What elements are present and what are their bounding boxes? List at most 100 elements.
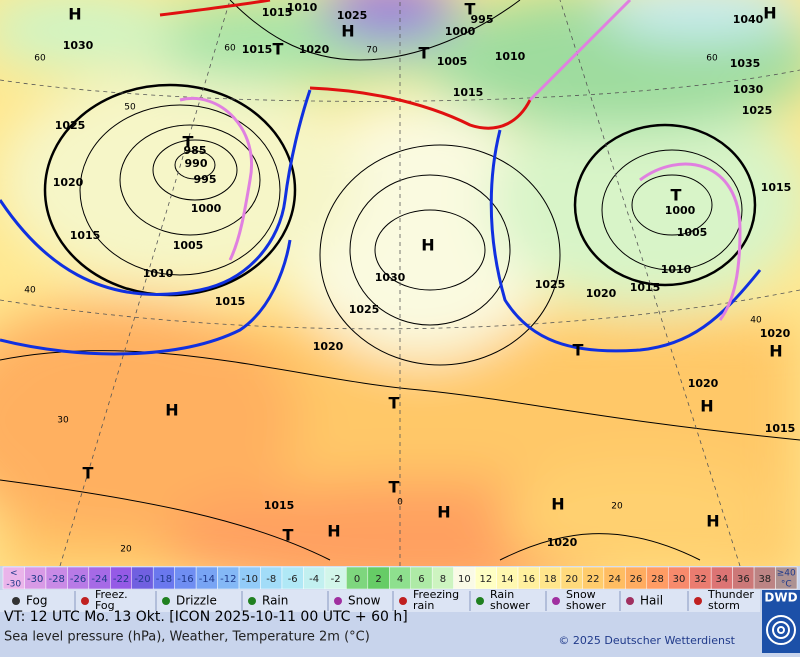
weather-icon xyxy=(626,597,634,605)
isobar-label: 1020 xyxy=(760,327,791,340)
scale-label: 38 xyxy=(758,574,771,585)
pressure-center: T xyxy=(419,44,430,63)
weather-label: shower xyxy=(566,599,606,612)
weather-label: Rain xyxy=(490,588,514,601)
weather-label: Thunder xyxy=(707,588,754,601)
isobar-label: 1015 xyxy=(761,181,792,194)
isobar-label: 1025 xyxy=(337,9,368,22)
isobar-label: 1020 xyxy=(547,536,578,549)
pressure-center: H xyxy=(165,401,178,420)
isobar-label: 995 xyxy=(471,13,494,26)
scale-label: -22 xyxy=(113,574,129,585)
scale-label: 2 xyxy=(375,574,381,585)
isobar-label: 985 xyxy=(184,144,207,157)
copyright: © 2025 Deutscher Wetterdienst xyxy=(558,634,735,647)
weather-icon xyxy=(399,597,407,605)
isotherm-label: 20 xyxy=(120,545,132,555)
pressure-center: T xyxy=(273,40,284,59)
isobar-label: 1015 xyxy=(215,295,246,308)
temperature-scale: <-30 -30 -28 -26 -24 -22 -20 -18 -16 -14 -12 -10 -8-… xyxy=(2,566,798,590)
isobar-label: 1020 xyxy=(688,377,719,390)
scale-label: 20 xyxy=(565,574,578,585)
isobar-label: 995 xyxy=(194,173,217,186)
isobar-label: 1015 xyxy=(262,6,293,19)
isobar-label: 1000 xyxy=(445,25,476,38)
weather-label: storm xyxy=(708,599,740,612)
weather-label: Fog xyxy=(95,599,115,612)
scale-label: °C xyxy=(781,580,792,590)
pressure-center: H xyxy=(68,5,81,24)
weather-label: Freez. xyxy=(95,588,128,601)
weather-icon xyxy=(694,597,702,605)
scale-label: 26 xyxy=(630,574,643,585)
scale-label: -20 xyxy=(134,574,150,585)
scale-label: 0 xyxy=(354,574,360,585)
weather-label: rain xyxy=(413,599,434,612)
scale-label: -8 xyxy=(266,574,276,585)
scale-label: 6 xyxy=(418,574,424,585)
scale-label: -30 xyxy=(27,574,43,585)
isobar-label: 1015 xyxy=(765,422,796,435)
scale-label: < xyxy=(10,569,18,579)
scale-label: -24 xyxy=(91,574,107,585)
isotherm-label: 30 xyxy=(57,416,69,426)
isobar-label: 1020 xyxy=(299,43,330,56)
isotherm-label: 40 xyxy=(24,286,36,296)
isotherm-label: 60 xyxy=(706,54,718,64)
valid-time: VT: 12 UTC Mo. 13 Okt. [ICON 2025-10-11 … xyxy=(4,609,408,625)
isobar-label: 1015 xyxy=(630,281,661,294)
pressure-center: T xyxy=(465,0,476,19)
scale-label: -26 xyxy=(70,574,86,585)
scale-label: -10 xyxy=(242,574,258,585)
isobar-label: 1030 xyxy=(733,83,764,96)
scale-label: 24 xyxy=(608,574,621,585)
isobar-label: 1025 xyxy=(535,278,566,291)
weather-icon xyxy=(81,597,89,605)
weather-label: Snow xyxy=(348,594,381,608)
logo-text: DWD xyxy=(764,591,797,605)
logo-spiral xyxy=(766,615,796,645)
pressure-center: T xyxy=(389,394,400,413)
isobar-label: 1015 xyxy=(264,499,295,512)
pressure-center: T xyxy=(283,526,294,545)
scale-label: 14 xyxy=(501,574,514,585)
weather-legend: Fog Freez.Fog Drizzle Rain Snow FreezingrainR… xyxy=(12,588,754,612)
weather-label: Fog xyxy=(26,594,47,608)
isobar-label: 1010 xyxy=(287,1,318,14)
scale-label: 16 xyxy=(522,574,535,585)
scale-label: 8 xyxy=(440,574,446,585)
isotherm-label: 40 xyxy=(750,316,762,326)
scale-label: -30 xyxy=(6,580,21,590)
scale-label: -4 xyxy=(309,574,319,585)
pressure-center: T xyxy=(671,186,682,205)
isobar-label: 1000 xyxy=(665,204,696,217)
weather-icon xyxy=(476,597,484,605)
pressure-center: T xyxy=(83,464,94,483)
pressure-center: H xyxy=(763,4,776,23)
isobar-label: 990 xyxy=(185,157,208,170)
weather-icon xyxy=(334,597,342,605)
scale-label: -16 xyxy=(177,574,193,585)
scale-label: ≥40 xyxy=(777,569,796,579)
pressure-center: H xyxy=(327,522,340,541)
isobars xyxy=(0,0,800,561)
weather-label: shower xyxy=(490,599,530,612)
weather-label: Drizzle xyxy=(176,594,217,608)
pressure-center: H xyxy=(700,397,713,416)
isobar-label: 1035 xyxy=(730,57,761,70)
scale-label: 36 xyxy=(737,574,750,585)
scale-label: -18 xyxy=(156,574,172,585)
isobar-label: 1025 xyxy=(349,303,380,316)
isotherm-label: 0 xyxy=(397,498,403,508)
isobar-label: 1020 xyxy=(586,287,617,300)
scale-label: 4 xyxy=(397,574,403,585)
weather-label: Snow xyxy=(566,588,596,601)
scale-label: -12 xyxy=(220,574,236,585)
weather-icon xyxy=(248,597,256,605)
isotherm-label: 20 xyxy=(611,502,623,512)
isobar-label: 1020 xyxy=(313,340,344,353)
scale-label: 30 xyxy=(673,574,686,585)
isotherm-label: 60 xyxy=(34,54,46,64)
